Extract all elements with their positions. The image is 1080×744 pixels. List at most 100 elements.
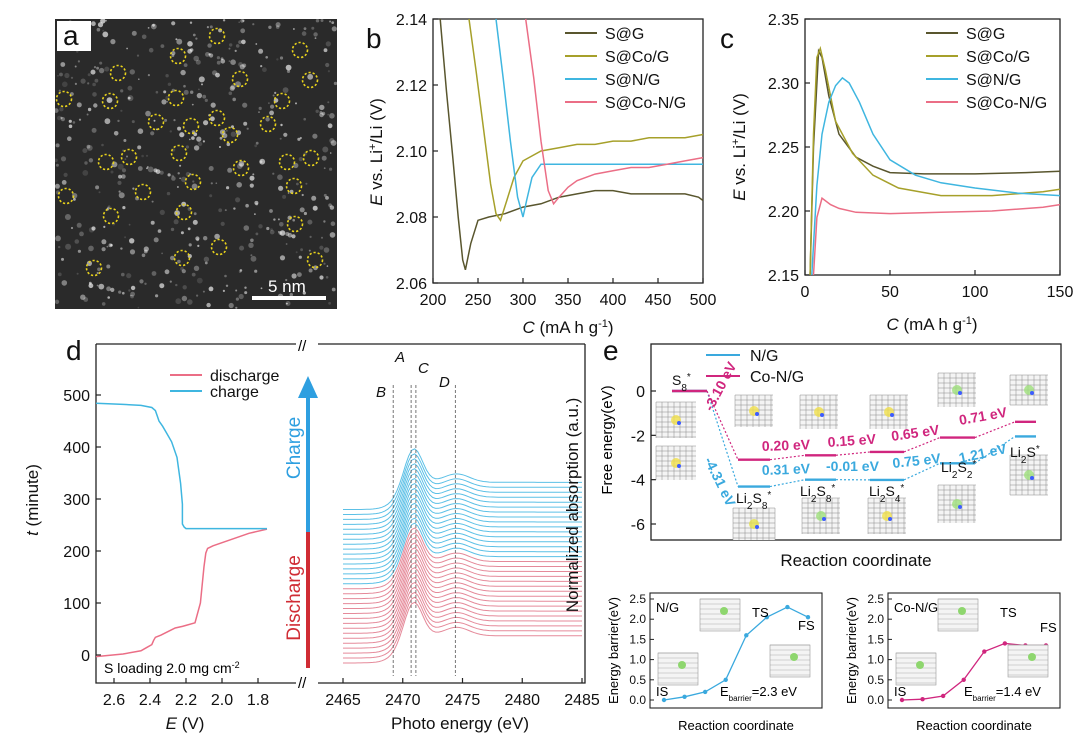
stem-speck xyxy=(327,70,330,73)
stem-speck xyxy=(54,183,60,189)
stem-speck xyxy=(229,43,233,47)
stem-speck xyxy=(177,172,180,175)
stem-speck xyxy=(193,212,197,216)
stem-speck xyxy=(252,173,255,176)
xas-spectrum xyxy=(343,532,582,595)
molecule-graphene xyxy=(732,507,776,540)
stem-speck xyxy=(323,247,330,253)
stem-speck xyxy=(82,148,88,154)
stem-speck xyxy=(330,221,336,226)
stem-speck xyxy=(319,111,323,114)
stem-speck xyxy=(93,66,97,69)
stem-speck xyxy=(311,195,317,201)
stem-speck xyxy=(249,175,255,181)
xas-spectrum xyxy=(343,527,582,590)
molecule-structures xyxy=(655,372,1048,540)
x-axis-label-d-xas: Photo energy (eV) xyxy=(391,714,529,733)
stem-speck xyxy=(88,283,94,289)
barrier-point xyxy=(982,649,987,654)
plot-frame xyxy=(887,592,1061,709)
xas-peak-B: B xyxy=(376,384,386,401)
stem-speck xyxy=(293,28,295,30)
xas-spectrum xyxy=(343,591,582,654)
atom-circle-marker xyxy=(85,259,103,277)
stem-speck xyxy=(126,273,132,279)
stem-speck xyxy=(202,94,207,99)
stem-speck xyxy=(208,166,214,171)
stem-speck xyxy=(102,31,109,38)
stem-speck xyxy=(235,297,239,301)
stem-speck xyxy=(327,113,330,116)
legend-e: N/G Co-N/G xyxy=(706,348,804,386)
stem-speck xyxy=(279,255,286,261)
stem-speck xyxy=(279,56,284,60)
stem-speck xyxy=(285,301,291,306)
stem-speck xyxy=(129,249,136,255)
stem-speck xyxy=(96,271,99,275)
stem-speck xyxy=(297,272,302,277)
stem-speck xyxy=(130,294,134,299)
stem-speck xyxy=(197,141,203,147)
stem-speck xyxy=(235,306,238,309)
x-tick-label: 400 xyxy=(600,292,627,309)
stem-speck xyxy=(230,131,237,137)
stem-speck xyxy=(204,261,208,265)
series-line-sn xyxy=(495,18,703,218)
stem-speck xyxy=(214,233,220,240)
stem-speck xyxy=(137,306,140,309)
stem-speck xyxy=(117,119,120,123)
barrier-point xyxy=(682,694,687,699)
stem-speck xyxy=(275,25,280,29)
atom-circle-marker xyxy=(169,47,187,65)
stem-speck xyxy=(180,231,184,235)
series-line-sco xyxy=(468,18,704,222)
y-axis-label-d: t (minute) xyxy=(23,464,42,536)
atom-circle-marker xyxy=(175,203,193,221)
y-tick-label: -6 xyxy=(631,517,645,534)
stem-speck xyxy=(180,267,184,271)
stem-speck xyxy=(300,248,303,252)
stem-speck xyxy=(298,157,303,162)
metal-atom xyxy=(1030,476,1034,480)
y-tick-label: 0 xyxy=(81,648,90,665)
stem-speck xyxy=(252,23,255,26)
stem-speck xyxy=(285,64,292,71)
stem-speck xyxy=(191,136,195,140)
plot-frame-d xyxy=(95,344,586,684)
stem-speck xyxy=(153,237,159,243)
atom-circle-marker xyxy=(120,148,138,166)
stem-speck xyxy=(70,226,74,230)
metal-atom xyxy=(820,413,824,417)
stem-speck xyxy=(238,293,244,300)
y-tick-label: 500 xyxy=(63,388,90,405)
molecule-graphene xyxy=(734,394,773,427)
label-fs: FS xyxy=(798,618,815,633)
x-tick-label: 2.0 xyxy=(211,692,233,709)
stem-speck xyxy=(326,265,329,267)
stem-speck xyxy=(113,131,119,136)
label-ts: TS xyxy=(752,605,769,620)
atom-circle-marker xyxy=(232,159,250,177)
stem-speck xyxy=(330,140,337,146)
stem-speck xyxy=(285,232,290,236)
stem-speck xyxy=(329,152,332,154)
axes-e: 0 -2 -4 -6 xyxy=(631,384,656,534)
stem-speck xyxy=(173,119,176,122)
stem-speck xyxy=(122,206,126,210)
xas-spectrum xyxy=(343,582,582,644)
stem-speck xyxy=(315,109,319,114)
stem-speck xyxy=(150,220,155,225)
atom-circle-marker xyxy=(278,153,296,171)
stem-speck xyxy=(166,100,169,103)
stem-speck xyxy=(61,257,64,261)
stem-speck xyxy=(153,119,156,122)
xas-spectrum xyxy=(343,577,582,639)
atom-circle-marker xyxy=(134,183,152,201)
stem-speck xyxy=(195,236,200,241)
panel-label-e: e xyxy=(603,335,619,366)
molecule-graphene xyxy=(1009,454,1048,496)
stem-speck xyxy=(303,27,307,30)
cong-energy-label: 0.20 eV xyxy=(762,436,811,454)
stem-speck xyxy=(225,129,228,132)
